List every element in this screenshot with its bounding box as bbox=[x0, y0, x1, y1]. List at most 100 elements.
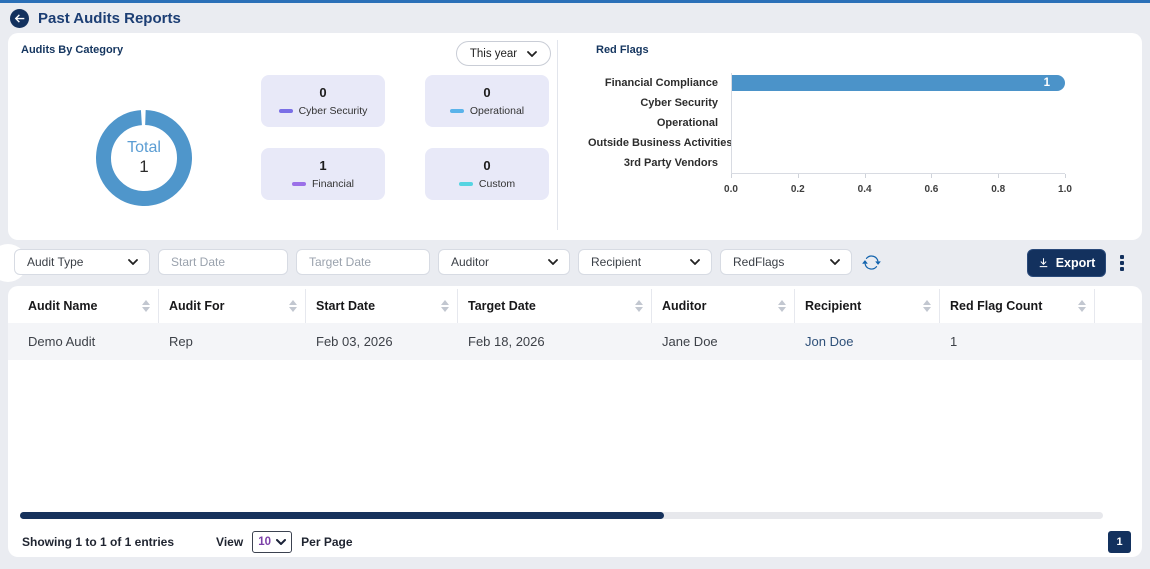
cell-audit-name: Demo Audit bbox=[28, 334, 96, 349]
red-flags-bar: 1 bbox=[732, 75, 1065, 91]
red-flags-title: Red Flags bbox=[596, 44, 649, 56]
sort-arrows-icon[interactable] bbox=[635, 300, 643, 312]
pagination-page-1-button[interactable]: 1 bbox=[1108, 530, 1131, 553]
column-header-auditor[interactable]: Auditor bbox=[652, 289, 795, 323]
red-flags-rows: Financial Compliance 1 Cyber Security Opera… bbox=[588, 73, 1065, 173]
start-date-input[interactable] bbox=[158, 249, 288, 275]
arrow-left-icon bbox=[14, 13, 25, 23]
horizontal-scrollbar-thumb[interactable] bbox=[20, 512, 665, 519]
column-header-audit-for[interactable]: Audit For bbox=[159, 289, 306, 323]
refresh-button[interactable] bbox=[861, 252, 881, 272]
header-spacer bbox=[1095, 289, 1142, 323]
category-label: Operational bbox=[469, 105, 525, 117]
red-flags-bar-chart: Financial Compliance 1 Cyber Security Opera… bbox=[588, 73, 1072, 201]
auditor-select[interactable]: Auditor bbox=[438, 249, 570, 275]
chevron-down-icon bbox=[690, 259, 700, 265]
audits-by-category-title: Audits By Category bbox=[21, 44, 124, 56]
sort-arrows-icon[interactable] bbox=[441, 300, 449, 312]
category-card-cyber-security: 0 Cyber Security bbox=[261, 75, 385, 127]
redflags-select[interactable]: RedFlags bbox=[720, 249, 852, 275]
category-card-operational: 0 Operational bbox=[425, 75, 549, 127]
horizontal-scrollbar-track[interactable] bbox=[20, 512, 1103, 519]
chevron-down-icon bbox=[830, 259, 840, 265]
category-label: Financial bbox=[311, 178, 355, 190]
per-page-select[interactable]: 10 bbox=[252, 530, 293, 553]
x-axis-tick-mark bbox=[797, 174, 799, 178]
cell-red-flag-count: 1 bbox=[950, 334, 958, 349]
category-value: 0 bbox=[483, 85, 491, 100]
x-axis-tick-mark bbox=[998, 174, 1000, 178]
x-axis-tick-label: 1.0 bbox=[1058, 184, 1072, 195]
sort-arrows-icon[interactable] bbox=[1078, 300, 1086, 312]
category-label-row: Financial bbox=[291, 178, 355, 190]
period-select[interactable]: This year bbox=[456, 41, 551, 66]
column-header-label: Red Flag Count bbox=[950, 299, 1043, 313]
red-flags-row-financial-compliance: Financial Compliance 1 bbox=[588, 73, 1065, 93]
period-select-value: This year bbox=[469, 47, 518, 60]
target-date-input[interactable] bbox=[296, 249, 430, 275]
sort-arrows-icon[interactable] bbox=[289, 300, 297, 312]
column-header-recipient[interactable]: Recipient bbox=[795, 289, 940, 323]
table-row[interactable]: Demo Audit Rep Feb 03, 2026 Feb 18, 2026 Jan… bbox=[8, 323, 1142, 360]
category-label-row: Operational bbox=[449, 105, 525, 117]
sort-arrows-icon[interactable] bbox=[142, 300, 150, 312]
red-flags-category-label: Operational bbox=[656, 117, 718, 129]
x-axis-tick-label: 0.4 bbox=[857, 184, 872, 195]
x-axis-tick-label: 0.2 bbox=[790, 184, 805, 195]
kebab-menu-button[interactable] bbox=[1116, 251, 1128, 275]
column-header-label: Start Date bbox=[316, 299, 376, 313]
red-flags-plot-area bbox=[731, 133, 1065, 153]
category-label-row: Custom bbox=[458, 178, 515, 190]
category-label: Cyber Security bbox=[298, 105, 368, 117]
category-value: 0 bbox=[319, 85, 327, 100]
per-page-select-value: 10 bbox=[258, 535, 272, 548]
chevron-down-icon bbox=[276, 538, 287, 545]
red-flags-category-label: Cyber Security bbox=[640, 97, 718, 109]
audits-table-panel: Audit Name Audit For Start Date Target Date… bbox=[8, 286, 1142, 557]
table-header-row: Audit Name Audit For Start Date Target Date… bbox=[8, 289, 1142, 323]
category-color-dash-icon bbox=[291, 182, 306, 186]
column-header-target-date[interactable]: Target Date bbox=[458, 289, 652, 323]
table-footer: Showing 1 to 1 of 1 entries View 10 Per … bbox=[8, 526, 1142, 557]
column-header-label: Audit Name bbox=[28, 299, 98, 313]
download-icon bbox=[1039, 258, 1047, 268]
audit-type-select[interactable]: Audit Type bbox=[14, 249, 150, 275]
column-header-red-flag-count[interactable]: Red Flag Count bbox=[940, 289, 1095, 323]
cell-audit-for: Rep bbox=[169, 334, 193, 349]
donut-center: Total 1 bbox=[96, 110, 192, 206]
red-flags-x-axis: 0.0 0.2 0.4 0.6 0.8 1.0 bbox=[724, 173, 1072, 201]
export-button[interactable]: Export bbox=[1027, 249, 1106, 277]
red-flags-plot-area bbox=[731, 113, 1065, 133]
audits-donut-chart: Total 1 bbox=[96, 110, 192, 206]
red-flags-category-label: 3rd Party Vendors bbox=[623, 157, 718, 169]
chevron-down-icon bbox=[548, 259, 558, 265]
chevron-down-icon bbox=[527, 50, 538, 57]
sort-arrows-icon[interactable] bbox=[778, 300, 786, 312]
panel-divider bbox=[557, 40, 558, 230]
cell-start-date: Feb 03, 2026 bbox=[316, 334, 393, 349]
back-button[interactable] bbox=[10, 8, 29, 28]
column-header-audit-name[interactable]: Audit Name bbox=[8, 289, 159, 323]
red-flags-category-label: Outside Business Activities bbox=[588, 137, 733, 149]
column-header-start-date[interactable]: Start Date bbox=[306, 289, 458, 323]
refresh-icon bbox=[861, 254, 881, 270]
category-color-dash-icon bbox=[458, 182, 473, 186]
page-title: Past Audits Reports bbox=[38, 9, 181, 27]
view-label: View bbox=[216, 534, 244, 549]
x-axis-tick-label: 0.6 bbox=[924, 184, 939, 195]
sort-arrows-icon[interactable] bbox=[923, 300, 931, 312]
cell-recipient[interactable]: Jon Doe bbox=[805, 334, 854, 349]
column-header-label: Auditor bbox=[662, 299, 707, 313]
red-flags-row-cyber-security: Cyber Security bbox=[588, 93, 1065, 113]
category-color-dash-icon bbox=[449, 109, 464, 113]
category-value: 0 bbox=[483, 158, 491, 173]
red-flags-plot-area bbox=[731, 93, 1065, 113]
recipient-select[interactable]: Recipient bbox=[578, 249, 712, 275]
donut-total-label: Total bbox=[127, 138, 161, 156]
red-flags-row-outside-business-activities: Outside Business Activities bbox=[588, 133, 1065, 153]
column-header-label: Recipient bbox=[805, 299, 862, 313]
red-flags-plot-area: 1 bbox=[731, 73, 1065, 93]
audit-type-select-value: Audit Type bbox=[27, 255, 84, 269]
recipient-select-value: Recipient bbox=[591, 255, 642, 269]
kebab-menu-icon bbox=[1120, 255, 1124, 259]
